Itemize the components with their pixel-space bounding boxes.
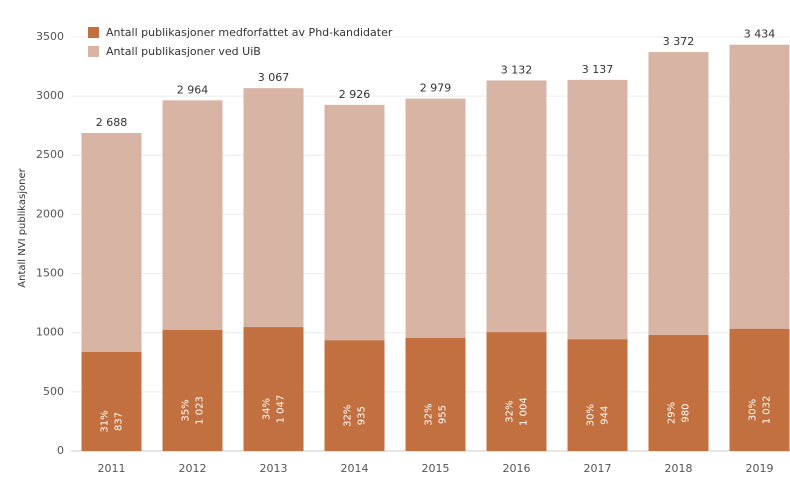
- value-label: 2 964: [177, 83, 209, 96]
- bar: [324, 340, 385, 451]
- legend-swatch: [88, 46, 99, 57]
- y-tick-label: 3500: [36, 30, 64, 43]
- bar: [567, 339, 628, 451]
- share-label: 29%: [667, 402, 678, 424]
- value-label: 3 067: [258, 71, 290, 84]
- value-label: 2 688: [96, 116, 128, 129]
- share-label: 32%: [343, 405, 354, 427]
- value-label: 3 372: [663, 35, 695, 48]
- y-tick-label: 1000: [36, 326, 64, 339]
- share-label: 32%: [505, 400, 516, 422]
- bar: [243, 327, 304, 451]
- value-label: 1 023: [195, 396, 206, 425]
- y-tick-label: 0: [57, 444, 64, 457]
- x-tick-label: 2016: [503, 462, 531, 475]
- value-label: 955: [438, 405, 449, 424]
- value-label: 980: [681, 403, 692, 422]
- share-label: 32%: [424, 403, 435, 425]
- value-label: 3 137: [582, 63, 614, 76]
- share-label: 31%: [100, 410, 111, 432]
- value-label: 2 926: [339, 88, 371, 101]
- share-label: 30%: [586, 404, 597, 426]
- x-tick-label: 2018: [665, 462, 693, 475]
- value-label: 3 434: [744, 28, 776, 41]
- value-label: 1 032: [762, 396, 773, 425]
- x-tick-label: 2011: [98, 462, 126, 475]
- bar: [486, 332, 547, 451]
- value-label: 1 004: [519, 397, 530, 426]
- bar: [162, 329, 223, 451]
- y-tick-label: 3000: [36, 89, 64, 102]
- value-label: 1 047: [276, 395, 287, 424]
- share-label: 35%: [181, 399, 192, 421]
- legend-swatch: [88, 27, 99, 38]
- legend-label: Antall publikasjoner ved UiB: [106, 45, 261, 58]
- value-label: 935: [357, 406, 368, 425]
- x-tick-label: 2017: [584, 462, 612, 475]
- share-label: 34%: [262, 398, 273, 420]
- x-tick-label: 2012: [179, 462, 207, 475]
- y-axis-title: Antall NVI publikasjoner: [17, 167, 28, 287]
- y-tick-label: 2500: [36, 148, 64, 161]
- value-label: 2 979: [420, 82, 452, 95]
- value-label: 837: [114, 412, 125, 431]
- x-tick-label: 2015: [422, 462, 450, 475]
- x-tick-label: 2013: [260, 462, 288, 475]
- bar: [729, 328, 790, 451]
- y-tick-label: 1500: [36, 267, 64, 280]
- legend-label: Antall publikasjoner medforfattet av Phd…: [106, 26, 393, 39]
- bar: [405, 338, 466, 451]
- share-label: 30%: [748, 399, 759, 421]
- bar: [648, 335, 709, 451]
- value-label: 3 132: [501, 63, 533, 76]
- value-label: 944: [600, 406, 611, 425]
- bar: [81, 351, 142, 451]
- y-tick-label: 2000: [36, 207, 64, 220]
- x-tick-label: 2019: [746, 462, 774, 475]
- x-tick-label: 2014: [341, 462, 369, 475]
- y-tick-label: 500: [43, 385, 64, 398]
